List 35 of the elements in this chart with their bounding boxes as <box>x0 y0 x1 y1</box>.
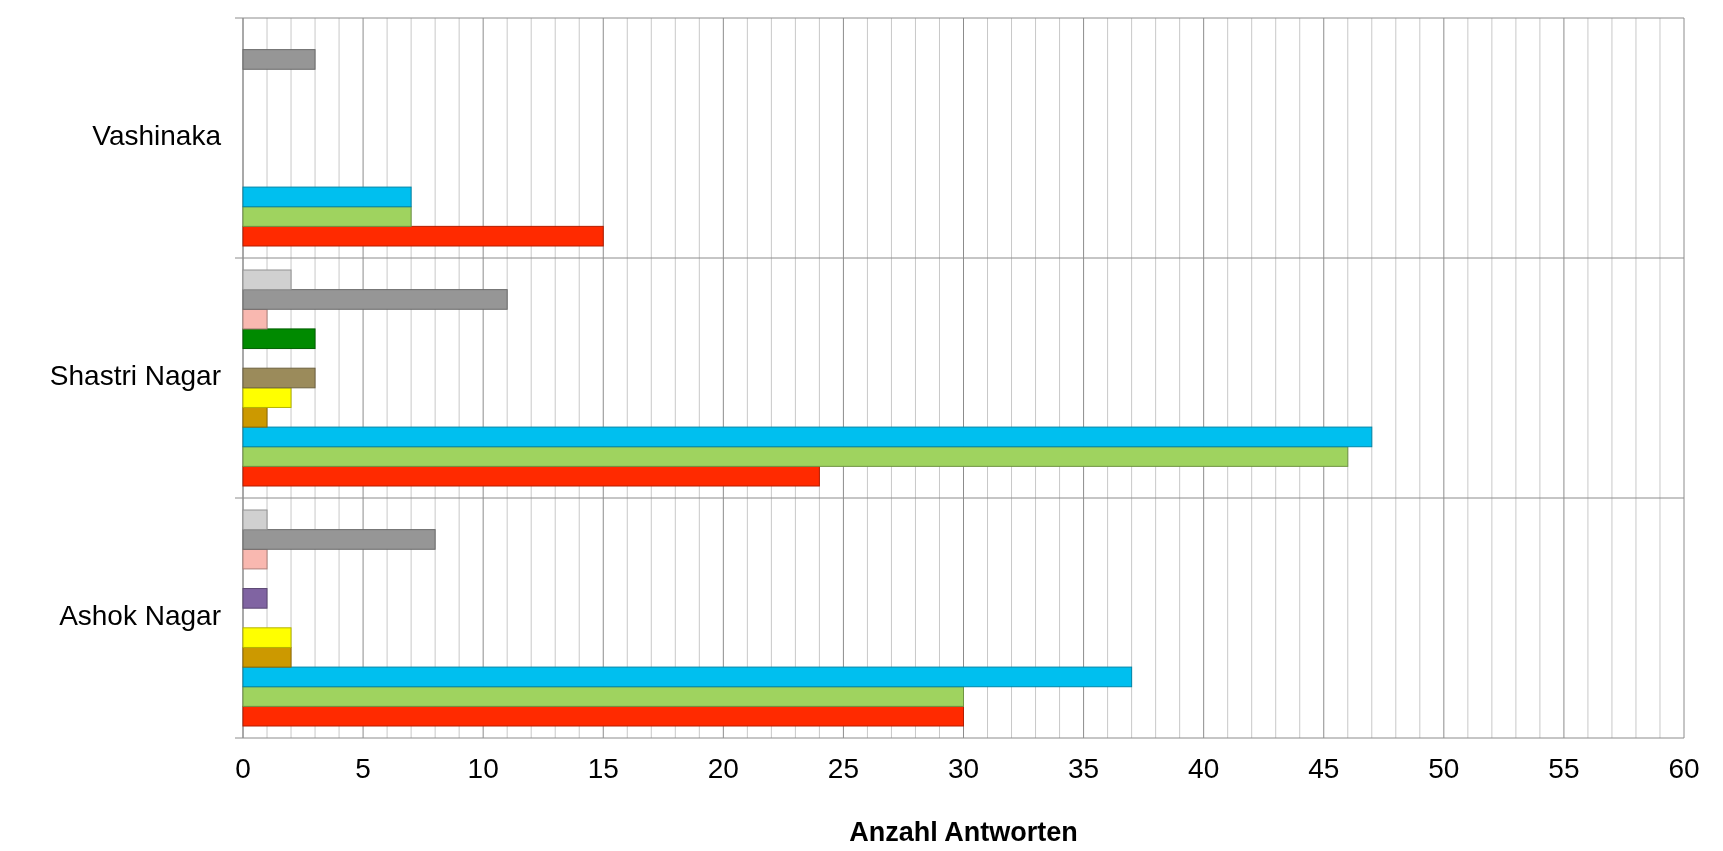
y-tick-label: Vashinaka <box>92 120 222 152</box>
bar <box>242 225 604 247</box>
x-tick-label: 10 <box>467 753 499 784</box>
bar <box>242 186 412 208</box>
x-tick-label: 40 <box>1188 753 1220 784</box>
x-axis-title: Anzahl Antworten <box>849 817 1078 847</box>
bar <box>242 465 820 487</box>
bar <box>242 406 268 428</box>
bar <box>242 206 412 227</box>
bar <box>242 627 292 648</box>
bar <box>242 588 268 609</box>
x-tick-label: 0 <box>235 753 251 784</box>
bar <box>242 548 268 570</box>
bar <box>242 328 316 350</box>
bar <box>242 646 292 668</box>
bar <box>242 666 1133 688</box>
y-tick-label: Ashok Nagar <box>59 600 221 632</box>
x-tick-label: 5 <box>355 753 371 784</box>
x-tick-label: 50 <box>1428 753 1460 784</box>
x-tick-label: 25 <box>827 753 859 784</box>
bar <box>242 367 316 389</box>
x-tick-label: 45 <box>1308 753 1340 784</box>
x-tick-label: 55 <box>1548 753 1580 784</box>
bar <box>242 387 292 408</box>
bar <box>242 426 1373 448</box>
x-tick-label: 30 <box>947 753 980 784</box>
bar <box>242 686 964 707</box>
bar <box>242 308 268 330</box>
bar <box>242 705 964 727</box>
x-tick-label: 20 <box>707 753 739 784</box>
x-tick-label: 15 <box>587 753 619 784</box>
bar <box>242 446 1349 467</box>
x-tick-label: 60 <box>1668 753 1700 784</box>
y-tick-label: Shastri Nagar <box>49 360 221 392</box>
x-tick-label: 35 <box>1068 753 1100 784</box>
